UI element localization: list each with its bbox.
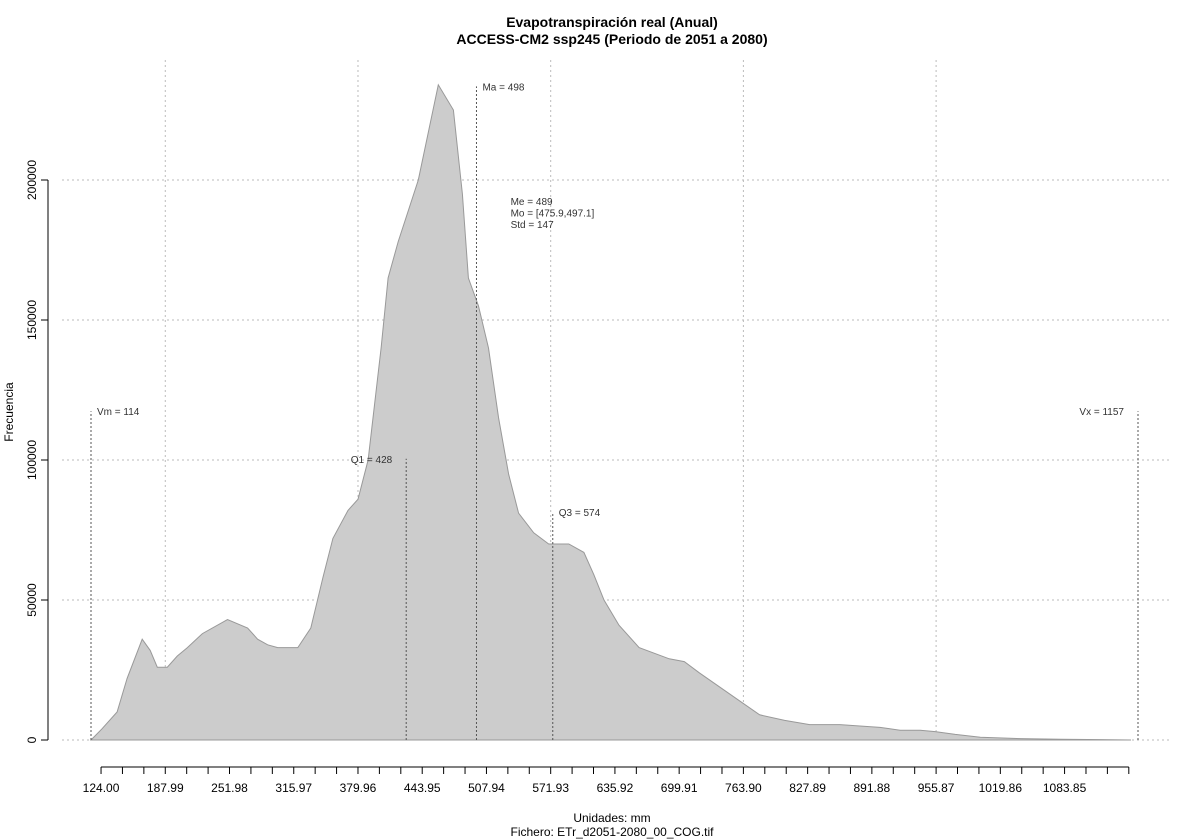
stat-markers: Vm = 114 Q1 = 428 Ma = 498 Q3 = 574 Vx = 115…: [90, 82, 1139, 740]
stat-marker-label: Q1 = 428: [351, 455, 393, 466]
stat-marker-label: Q3 = 574: [559, 508, 601, 519]
x-tick-label: 699.91: [661, 781, 698, 795]
axes: 0 50000 100000 150000 200000 124.00 187.99 251.…: [25, 160, 1130, 795]
density-area: [89, 83, 1132, 741]
y-tick-label: 50000: [25, 583, 39, 617]
x-tick-label: 635.92: [597, 781, 634, 795]
stats-text-line: Std = 147: [511, 220, 555, 231]
x-tick-label: 827.89: [789, 781, 826, 795]
x-tick-label: 443.95: [404, 781, 441, 795]
y-tick-label: 100000: [25, 440, 39, 480]
x-tick-label: 187.99: [147, 781, 184, 795]
chart-subtitle: ACCESS-CM2 ssp245 (Periodo de 2051 a 208…: [456, 31, 767, 47]
y-axis-label: Frecuencia: [2, 382, 16, 442]
stats-text-line: Me = 489: [511, 197, 553, 208]
y-tick-label: 200000: [25, 160, 39, 200]
x-tick-label: 891.88: [854, 781, 891, 795]
x-tick-label: 955.87: [918, 781, 955, 795]
x-tick-label: 251.98: [211, 781, 248, 795]
x-axis-label: Unidades: mm: [573, 811, 650, 825]
x-tick-label: 379.96: [340, 781, 377, 795]
x-tick-label: 763.90: [725, 781, 762, 795]
x-tick-label: 507.94: [468, 781, 505, 795]
x-tick-label: 571.93: [532, 781, 569, 795]
y-tick-label: 150000: [25, 300, 39, 340]
file-label: Fichero: ETr_d2051-2080_00_COG.tif: [511, 825, 715, 839]
x-tick-label: 1083.85: [1043, 781, 1087, 795]
stat-marker-label: Vm = 114: [97, 407, 140, 418]
density-curve: [89, 83, 1132, 741]
x-tick-label: 124.00: [83, 781, 120, 795]
y-tick-label: 0: [25, 736, 39, 743]
x-tick-label: 1019.86: [979, 781, 1023, 795]
stats-text-line: Mo = [475.9,497.1]: [511, 209, 595, 220]
x-tick-label: 315.97: [275, 781, 312, 795]
stat-marker-label: Ma = 498: [482, 82, 524, 93]
stat-marker-label: Vx = 1157: [1079, 407, 1124, 418]
chart-title: Evapotranspiración real (Anual): [506, 14, 718, 30]
